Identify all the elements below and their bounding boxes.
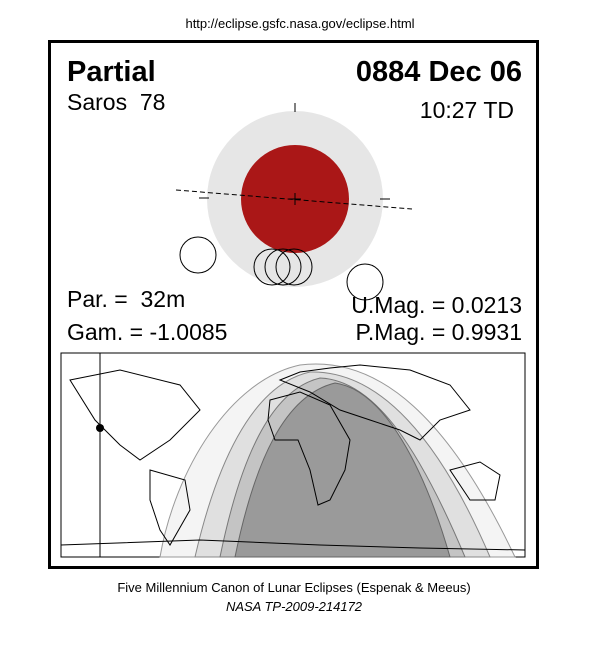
moon	[253, 248, 291, 286]
world-map	[60, 352, 526, 558]
moon	[179, 236, 217, 274]
footer-line2: NASA TP-2009-214172	[226, 599, 363, 614]
moon-zenith	[96, 424, 104, 432]
par: Par. = 32m	[67, 286, 185, 312]
saros: Saros 78	[67, 89, 165, 115]
umag: U.Mag. = 0.0213	[351, 292, 522, 318]
gam: Gam. = -1.0085	[67, 319, 227, 345]
umbral-zone	[234, 382, 451, 558]
url: http://eclipse.gsfc.nasa.gov/eclipse.htm…	[185, 16, 414, 31]
eclipse-type: Partial	[67, 56, 156, 88]
frame	[48, 40, 539, 569]
pmag: P.Mag. = 0.9931	[356, 319, 522, 345]
eurasia	[278, 364, 471, 441]
moon	[275, 248, 313, 286]
time: 10:27 TD	[420, 97, 514, 123]
moon	[264, 248, 302, 286]
antarctica	[60, 539, 526, 551]
australia	[449, 461, 501, 501]
south-america	[149, 469, 191, 546]
eclipse-date: 0884 Dec 06	[356, 56, 522, 88]
moon	[346, 263, 384, 301]
footer-line1: Five Millennium Canon of Lunar Eclipses …	[117, 580, 470, 595]
shadow-diagram	[175, 103, 413, 301]
africa	[267, 391, 351, 506]
